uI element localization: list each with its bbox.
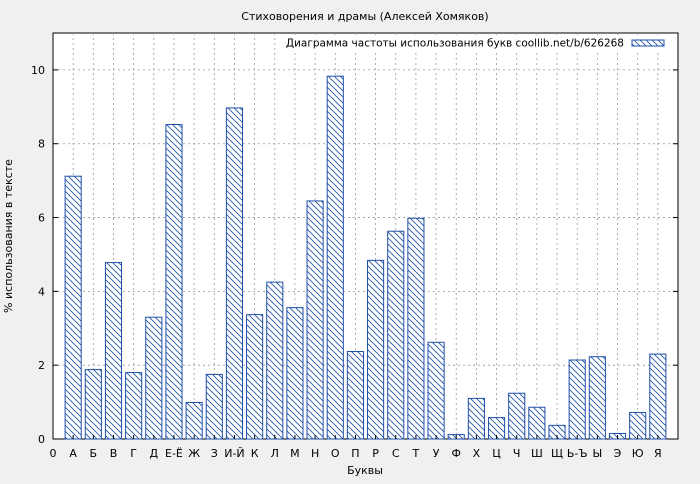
x-tick-label: Ь-Ъ [567,447,588,460]
x-tick-label: Э [614,447,622,460]
y-axis-label: % использования в тексте [2,159,15,313]
y-tick-label: 0 [38,433,45,446]
x-tick-label: П [351,447,359,460]
x-tick-label: Ю [632,447,644,460]
x-tick-label: Х [473,447,481,460]
bar-Ч [508,392,526,440]
x-tick-label: З [211,447,218,460]
bar-Ш [528,406,546,440]
y-tick-label: 8 [38,138,45,151]
bar-И-Й [225,107,244,440]
x-tick-label: Н [311,447,319,460]
x-tick-label: 0 [50,447,57,460]
bar-З [205,373,223,440]
bar-Е-Ё [165,124,183,440]
x-tick-label: А [69,447,77,460]
bar-Б [84,369,102,440]
x-tick-label: И-Й [224,447,244,460]
x-tick-label: Ш [531,447,543,460]
bar-В [104,262,123,440]
bar-Я [649,353,667,440]
x-tick-label: Д [150,447,159,460]
bar-У [427,341,445,440]
x-tick-label: О [331,447,340,460]
bar-Х [467,397,485,440]
y-tick-label: 6 [38,212,45,225]
x-tick-label: Ж [188,447,200,460]
x-tick-label: Г [130,447,137,460]
x-tick-label: Ы [592,447,602,460]
bar-П [346,351,364,440]
bar-Д [145,316,163,440]
x-tick-label: Е-Ё [165,447,183,460]
x-tick-label: Б [90,447,98,460]
bar-К [246,314,264,440]
bar-Ь-Ъ [568,359,586,440]
y-tick-label: 4 [38,285,45,298]
x-tick-label: У [433,447,440,460]
x-tick-label: Ц [492,447,501,460]
x-tick-label: М [290,447,300,460]
x-tick-label: С [392,447,400,460]
bar-Т [407,217,425,440]
bar-Г [125,372,143,440]
bar-Н [306,200,324,440]
x-tick-label: Т [412,447,420,460]
bar-Л [266,281,284,440]
x-tick-label: Ч [513,447,521,460]
legend-label: Диаграмма частоты использования букв coo… [286,38,624,50]
x-tick-label: В [110,447,118,460]
x-axis-label: Буквы [347,464,383,477]
legend-box [283,36,676,50]
x-tick-label: Р [372,447,379,460]
bar-Ж [185,401,203,440]
legend-swatch [631,39,665,47]
bars [64,75,667,440]
legend: Диаграмма частоты использования букв coo… [283,36,676,50]
x-tick-label: Ф [451,447,460,460]
x-tick-label: Я [654,447,662,460]
bar-Ы [588,356,606,440]
x-tick-label: Л [271,447,279,460]
bar-А [64,175,82,440]
bar-Р [367,259,385,440]
y-tick-label: 2 [38,359,45,372]
bar-М [286,307,304,440]
y-tick-label: 10 [31,64,45,77]
bar-С [387,230,405,440]
x-tick-label: Щ [551,447,563,460]
chart-title: Стиховорения и драмы (Алексей Хомяков) [241,10,488,23]
bar-О [326,75,344,440]
x-tick-label: К [251,447,259,460]
